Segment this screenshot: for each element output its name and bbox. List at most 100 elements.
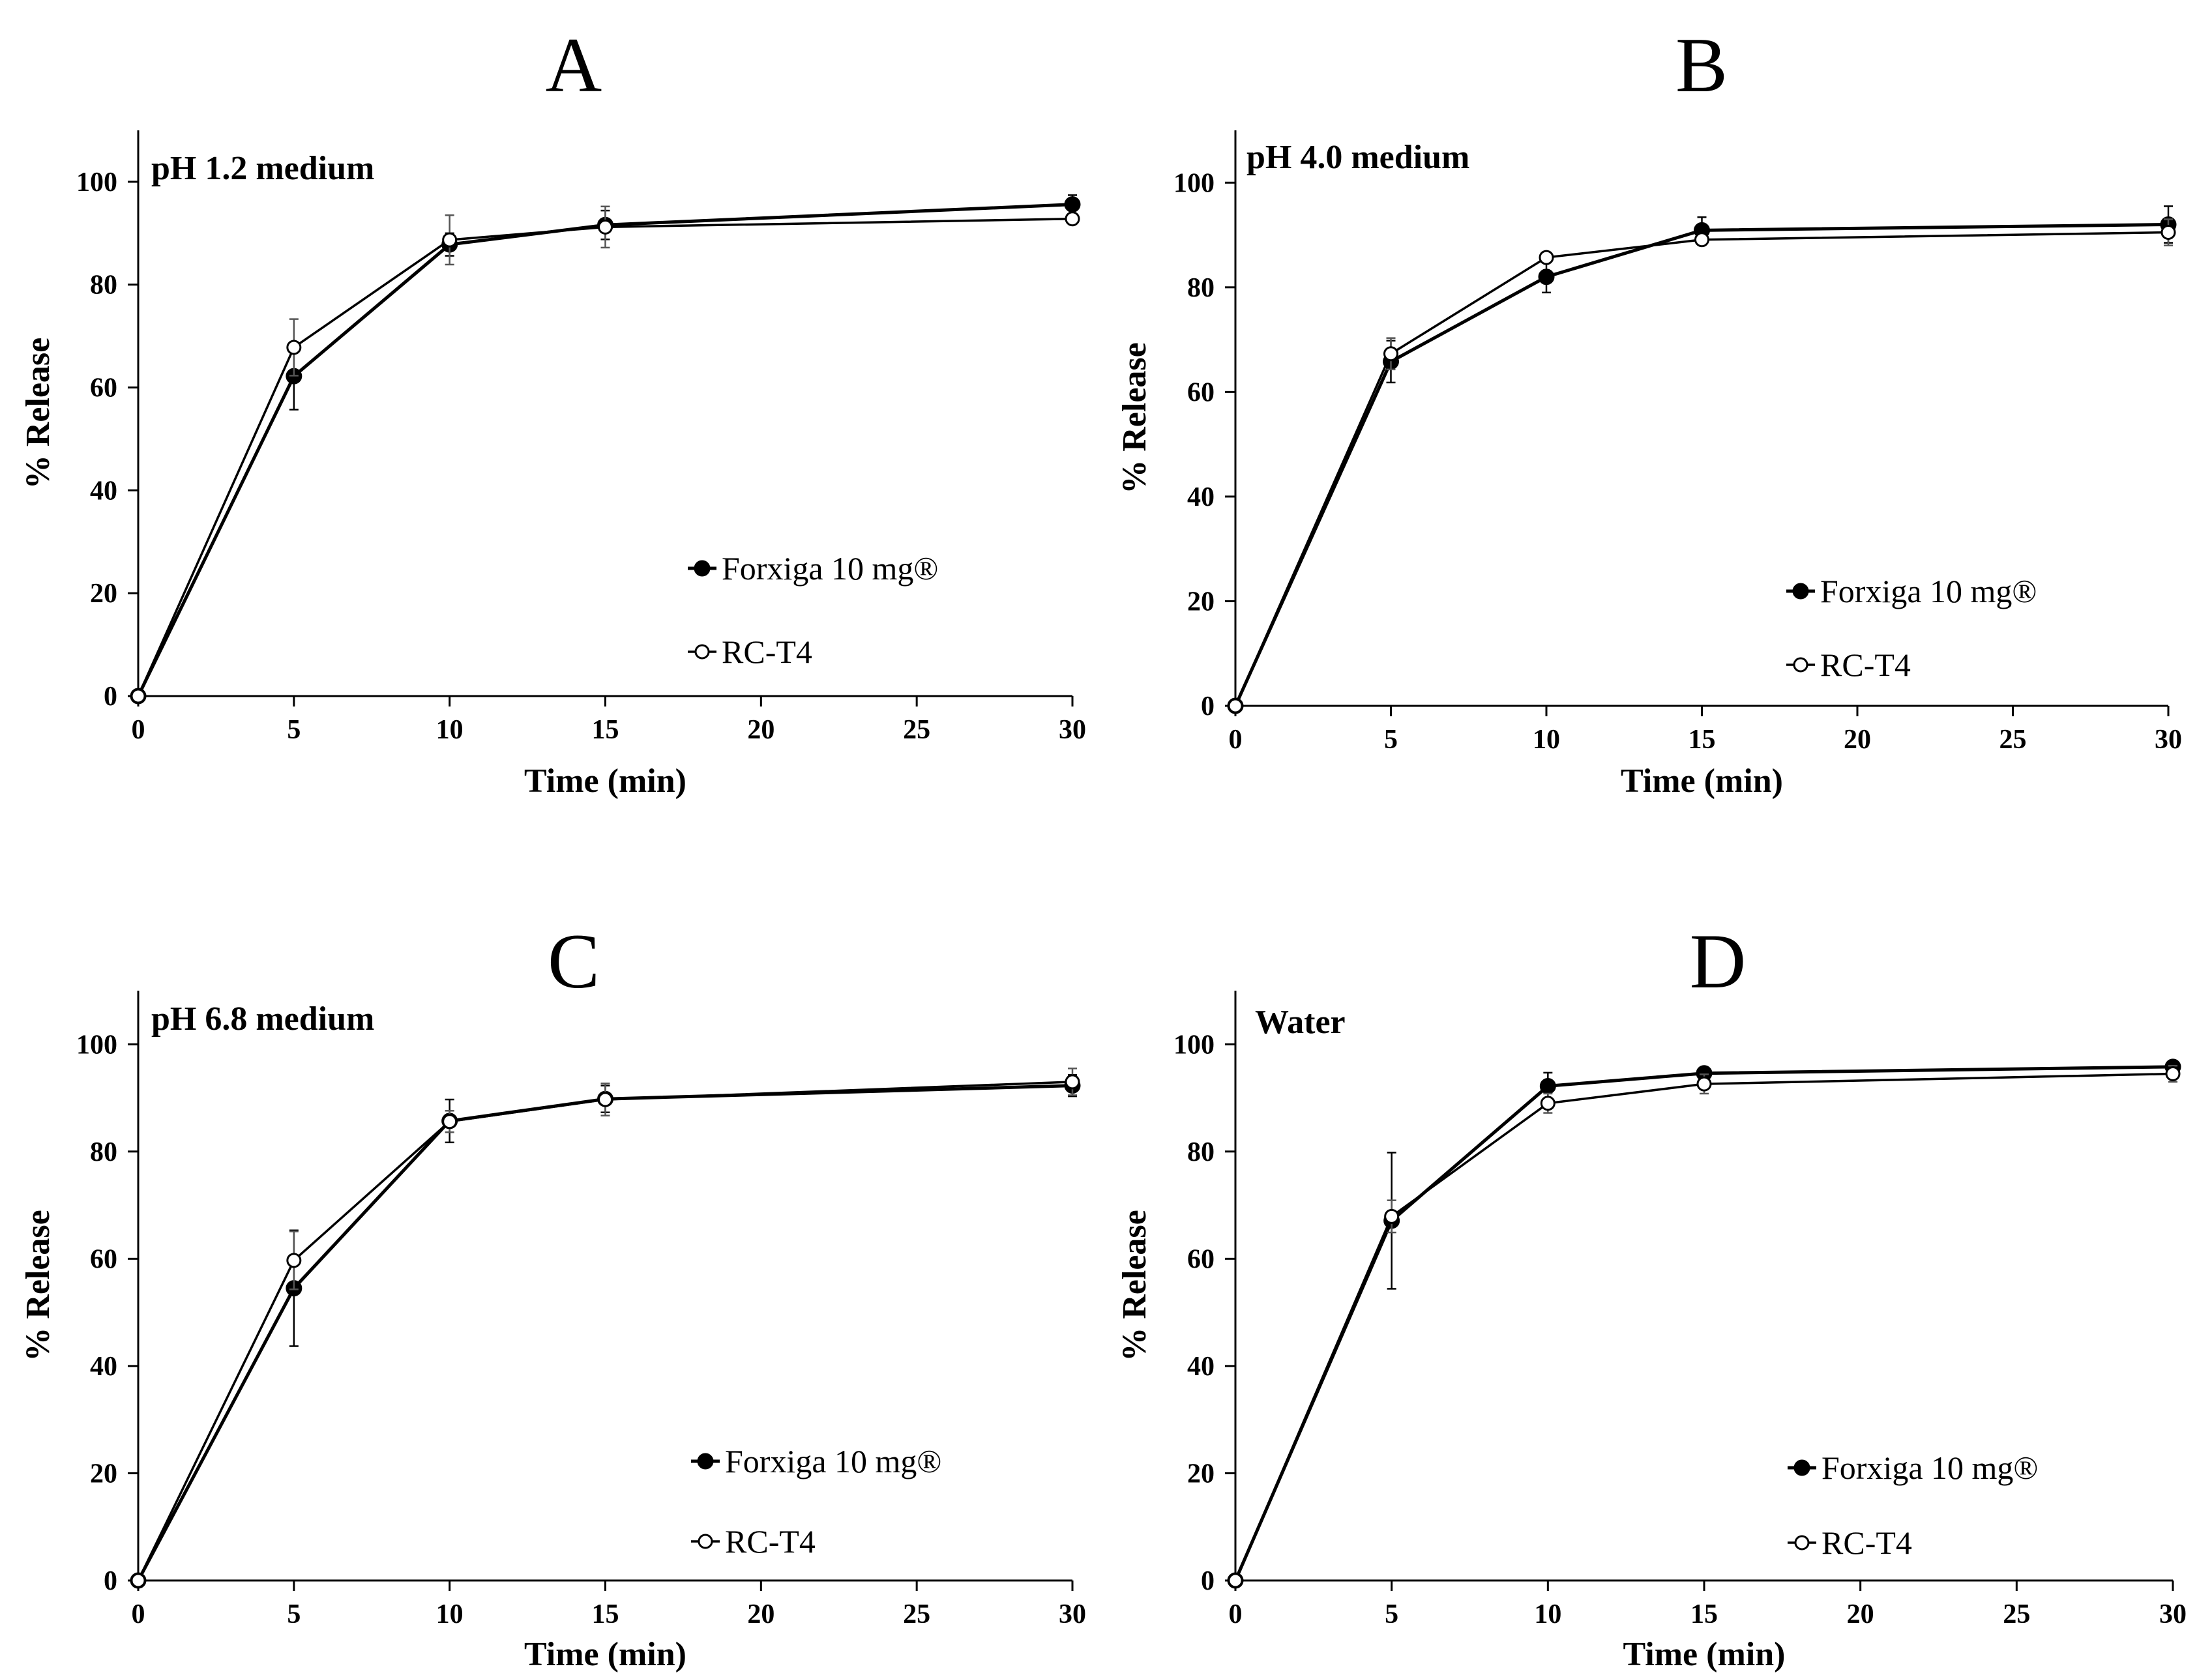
legend-marker: [1792, 583, 1809, 600]
legend-label: RC-T4: [722, 634, 812, 670]
x-tick-label: 15: [592, 715, 619, 745]
data-point: [1228, 698, 1243, 714]
legend-label: Forxiga 10 mg®: [725, 1443, 941, 1479]
x-tick-label: 30: [2159, 1599, 2187, 1629]
y-tick-label: 20: [90, 579, 117, 609]
panel-letter: B: [1675, 22, 1728, 108]
y-axis-label: % Release: [1116, 1210, 1153, 1361]
legend-marker: [698, 1534, 713, 1549]
x-tick-label: 30: [1059, 1599, 1086, 1629]
data-point: [1696, 1076, 1712, 1092]
series-line: [1233, 222, 2169, 707]
legend-label: Forxiga 10 mg®: [1821, 1449, 2038, 1486]
series-line: [137, 217, 1073, 697]
chart-panel-C: CpH 6.8 medium 0 20 40 60 80 100 0 5 10 15 20 25 30 Ti…: [20, 918, 1086, 1673]
data-point: [2165, 1066, 2181, 1082]
data-point: [1228, 1573, 1243, 1588]
legend-marker: [694, 644, 710, 660]
y-tick-label: 100: [1173, 168, 1215, 198]
legend-marker: [1793, 1459, 1810, 1476]
y-tick-label: 60: [90, 373, 117, 403]
y-tick-label: 0: [104, 682, 117, 712]
data-point: [1384, 1208, 1400, 1224]
series-rc-t4: [130, 1068, 1080, 1588]
data-point: [286, 1253, 302, 1268]
y-tick-label: 100: [1173, 1030, 1215, 1060]
legend-item-forxiga: Forxiga 10 mg®: [1786, 573, 2037, 609]
x-tick-label: 0: [1229, 725, 1243, 755]
panel-subtitle: pH 6.8 medium: [151, 1000, 374, 1038]
legend-label: RC-T4: [725, 1523, 816, 1560]
series-forxiga: [130, 1073, 1081, 1589]
legend-marker: [697, 1453, 714, 1470]
data-point: [130, 688, 146, 704]
x-tick-label: 15: [1688, 725, 1716, 755]
y-tick-label: 60: [1187, 1244, 1215, 1274]
legend-item-rc-t4: RC-T4: [691, 1523, 816, 1560]
y-tick-label: 40: [90, 476, 117, 506]
data-point: [598, 1092, 613, 1107]
data-point: [130, 1573, 146, 1588]
data-point: [2160, 225, 2176, 240]
legend-marker: [694, 560, 711, 577]
x-tick-label: 0: [132, 715, 145, 745]
x-axis-label: Time (min): [524, 763, 686, 800]
data-point: [442, 1114, 458, 1129]
series-forxiga: [130, 194, 1081, 705]
data-point: [1383, 346, 1398, 362]
legend-label: RC-T4: [1820, 647, 1911, 683]
series-rc-t4: [1228, 1064, 2181, 1588]
series-line: [1233, 1065, 2174, 1581]
x-tick-label: 0: [1229, 1599, 1243, 1629]
series-line: [137, 1081, 1073, 1581]
y-tick-label: 40: [1187, 1352, 1215, 1382]
panel-letter: D: [1690, 918, 1747, 1004]
x-tick-label: 20: [1844, 725, 1871, 755]
y-tick-label: 0: [104, 1566, 117, 1596]
chart-panel-A: ApH 1.2 medium 0 20 40 60 80 100 0 5 10 15 20 25 30 Ti…: [20, 22, 1086, 800]
y-axis-label: % Release: [20, 338, 57, 489]
y-tick-label: 60: [1187, 377, 1215, 407]
y-tick-label: 80: [90, 270, 117, 300]
chart-panel-D: D Water 0 20 40 60 80 100 0 5 10 15 20 25 30 Time (min)…: [1116, 918, 2187, 1673]
data-point: [1540, 1096, 1556, 1111]
series-line: [1234, 1072, 2174, 1581]
series-line: [136, 1084, 1073, 1582]
x-tick-label: 20: [747, 1599, 774, 1629]
legend-item-forxiga: Forxiga 10 mg®: [1788, 1449, 2038, 1486]
y-tick-label: 20: [90, 1459, 117, 1489]
y-tick-label: 60: [90, 1244, 117, 1274]
y-tick-label: 40: [90, 1352, 117, 1382]
x-tick-label: 5: [1385, 1599, 1398, 1629]
x-tick-label: 5: [287, 1599, 301, 1629]
series-line: [136, 203, 1073, 697]
series-line: [1234, 231, 2169, 706]
legend-marker: [1793, 657, 1808, 673]
y-tick-label: 40: [1187, 482, 1215, 512]
y-tick-label: 100: [76, 1030, 117, 1060]
y-tick-label: 0: [1201, 692, 1215, 721]
y-tick-label: 80: [1187, 273, 1215, 303]
legend-label: Forxiga 10 mg®: [1820, 573, 2037, 609]
x-tick-label: 25: [903, 1599, 930, 1629]
data-point: [1065, 1074, 1080, 1090]
chart-panel-B: BpH 4.0 medium 0 20 40 60 80 100 0 5 10 15 20 25 30 Ti…: [1116, 22, 2182, 800]
x-tick-label: 25: [903, 715, 930, 745]
panel-letter: A: [546, 22, 602, 108]
x-tick-label: 10: [1534, 1599, 1561, 1629]
x-tick-label: 10: [436, 1599, 464, 1629]
legend-label: Forxiga 10 mg®: [722, 550, 938, 587]
panel-subtitle: pH 1.2 medium: [151, 150, 374, 187]
data-point: [442, 232, 458, 248]
x-tick-label: 20: [747, 715, 774, 745]
data-point: [1694, 232, 1709, 248]
y-tick-label: 80: [1187, 1137, 1215, 1167]
x-tick-label: 10: [1533, 725, 1560, 755]
x-tick-label: 15: [1690, 1599, 1718, 1629]
panel-letter: C: [548, 918, 600, 1004]
y-tick-label: 20: [1187, 1459, 1215, 1489]
y-tick-label: 80: [90, 1137, 117, 1167]
data-point: [1539, 250, 1554, 265]
x-tick-label: 30: [1059, 715, 1086, 745]
x-tick-label: 25: [2003, 1599, 2030, 1629]
